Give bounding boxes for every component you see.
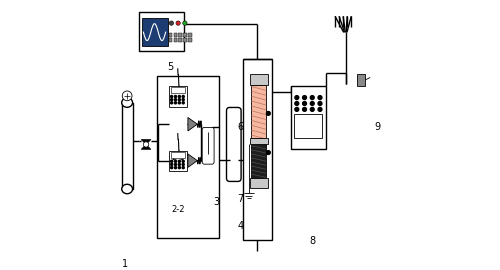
- Circle shape: [174, 160, 176, 162]
- Circle shape: [266, 151, 270, 154]
- Text: 9: 9: [374, 122, 380, 132]
- Polygon shape: [188, 154, 198, 167]
- Circle shape: [302, 107, 306, 111]
- Circle shape: [174, 96, 176, 97]
- Circle shape: [122, 91, 132, 101]
- Bar: [174, 32, 177, 36]
- Circle shape: [295, 96, 298, 100]
- Bar: [243, 59, 272, 240]
- Bar: [168, 32, 172, 36]
- Text: 8: 8: [309, 236, 315, 246]
- Circle shape: [170, 167, 172, 169]
- Circle shape: [318, 102, 322, 105]
- Bar: [188, 38, 192, 42]
- Bar: [294, 114, 322, 138]
- Circle shape: [178, 160, 180, 162]
- Bar: [171, 152, 185, 158]
- Bar: [250, 138, 268, 144]
- Text: 6: 6: [237, 122, 243, 132]
- FancyBboxPatch shape: [226, 107, 241, 181]
- Text: 7: 7: [238, 194, 244, 204]
- Circle shape: [170, 99, 172, 101]
- Circle shape: [170, 102, 172, 104]
- Bar: [252, 144, 266, 178]
- Circle shape: [170, 160, 172, 162]
- Circle shape: [174, 102, 176, 104]
- Circle shape: [310, 102, 314, 105]
- Circle shape: [182, 160, 184, 162]
- Circle shape: [178, 102, 180, 104]
- Circle shape: [178, 99, 180, 101]
- Circle shape: [170, 96, 172, 97]
- Circle shape: [174, 167, 176, 169]
- Circle shape: [174, 99, 176, 101]
- Circle shape: [295, 102, 298, 105]
- Circle shape: [182, 102, 184, 104]
- Circle shape: [178, 167, 180, 169]
- Bar: [174, 38, 177, 42]
- Text: 2-2: 2-2: [172, 205, 185, 214]
- Circle shape: [170, 163, 172, 166]
- Circle shape: [182, 21, 187, 25]
- Bar: [169, 86, 186, 107]
- Bar: [188, 32, 192, 36]
- Bar: [168, 38, 172, 42]
- Bar: [122, 103, 132, 189]
- Circle shape: [310, 96, 314, 100]
- Text: 2-1: 2-1: [172, 153, 185, 161]
- Text: 4: 4: [238, 221, 244, 231]
- Polygon shape: [141, 140, 151, 149]
- Bar: [142, 18, 168, 46]
- Circle shape: [144, 142, 148, 147]
- Ellipse shape: [122, 184, 132, 194]
- Bar: [178, 32, 182, 36]
- Text: 3: 3: [213, 197, 220, 207]
- Circle shape: [182, 163, 184, 166]
- Circle shape: [182, 99, 184, 101]
- Text: 5: 5: [167, 62, 173, 72]
- Text: 1: 1: [122, 259, 128, 269]
- Bar: [290, 86, 326, 148]
- Ellipse shape: [122, 98, 132, 107]
- Circle shape: [182, 96, 184, 97]
- Circle shape: [169, 21, 173, 25]
- Circle shape: [178, 163, 180, 166]
- FancyBboxPatch shape: [202, 127, 214, 164]
- Circle shape: [182, 167, 184, 169]
- Bar: [184, 38, 187, 42]
- Circle shape: [266, 112, 270, 115]
- Bar: [250, 74, 268, 85]
- Bar: [169, 151, 186, 171]
- Polygon shape: [188, 117, 198, 131]
- Circle shape: [318, 96, 322, 100]
- Circle shape: [318, 107, 322, 111]
- Bar: [178, 38, 182, 42]
- Circle shape: [176, 21, 180, 25]
- Bar: [157, 76, 219, 238]
- Circle shape: [310, 107, 314, 111]
- Bar: [184, 32, 187, 36]
- Circle shape: [302, 96, 306, 100]
- Bar: [356, 74, 365, 86]
- Bar: [250, 178, 268, 188]
- Circle shape: [295, 107, 298, 111]
- Circle shape: [174, 163, 176, 166]
- Bar: [171, 87, 185, 93]
- Bar: [252, 85, 266, 138]
- Circle shape: [178, 96, 180, 97]
- Bar: [140, 12, 184, 51]
- Circle shape: [302, 102, 306, 105]
